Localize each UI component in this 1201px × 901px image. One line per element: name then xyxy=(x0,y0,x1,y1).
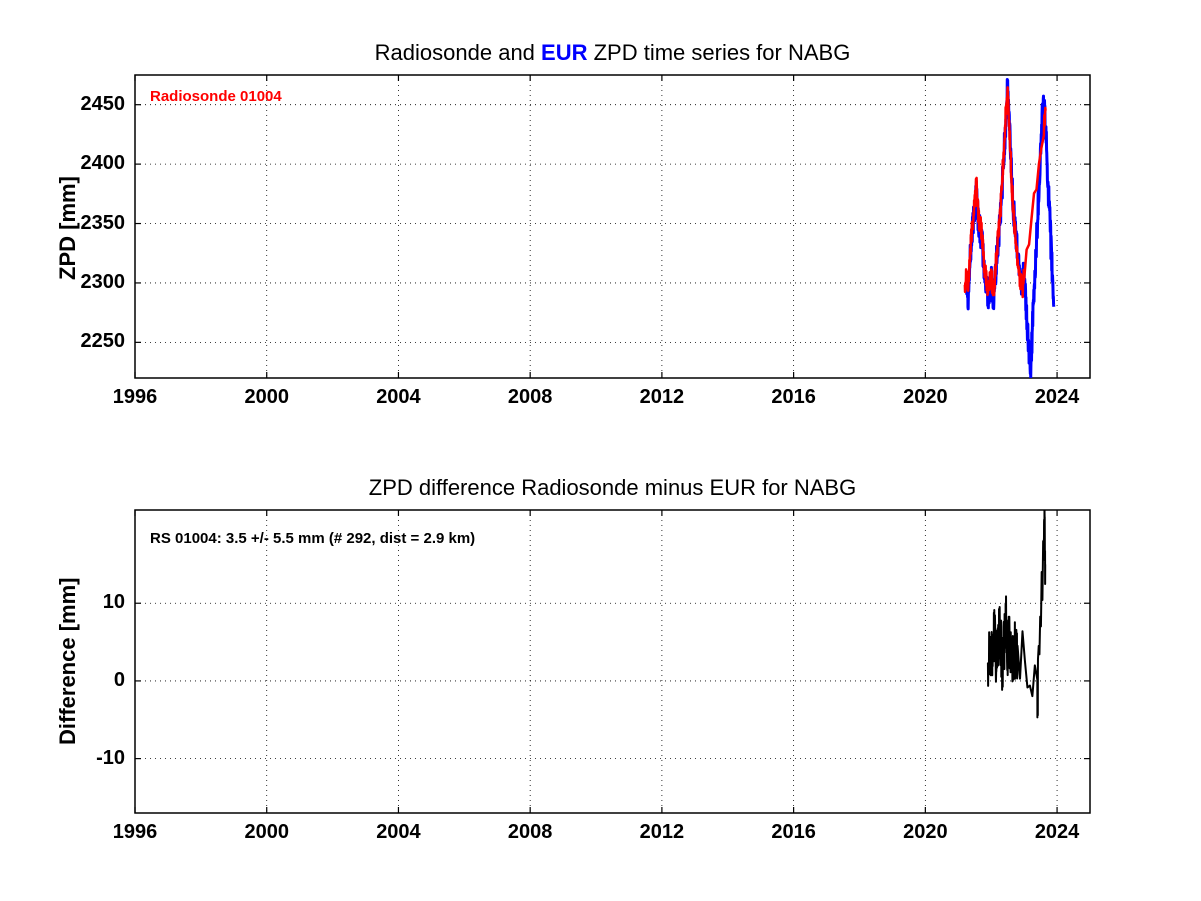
chart1-title-eur: EUR xyxy=(541,40,587,65)
x-tick-label: 2008 xyxy=(500,386,560,409)
y-tick-label: 2300 xyxy=(60,271,125,294)
chart1-title-post: ZPD time series for NABG xyxy=(587,40,850,65)
chart2-title: ZPD difference Radiosonde minus EUR for … xyxy=(135,475,1090,501)
x-tick-label: 2000 xyxy=(237,386,297,409)
x-tick-label: 2024 xyxy=(1027,821,1087,844)
x-tick-label: 2020 xyxy=(895,821,955,844)
y-tick-label: 2250 xyxy=(60,330,125,353)
chart1-legend: Radiosonde 01004 xyxy=(150,88,282,105)
x-tick-label: 1996 xyxy=(105,821,165,844)
y-tick-label: 2450 xyxy=(60,93,125,116)
chart1-title-pre: Radiosonde and xyxy=(375,40,541,65)
y-tick-label: 10 xyxy=(60,591,125,614)
x-tick-label: 1996 xyxy=(105,386,165,409)
x-tick-label: 2008 xyxy=(500,821,560,844)
x-tick-label: 2020 xyxy=(895,386,955,409)
x-tick-label: 2016 xyxy=(764,386,824,409)
x-tick-label: 2004 xyxy=(368,386,428,409)
y-tick-label: -10 xyxy=(60,747,125,770)
x-tick-label: 2016 xyxy=(764,821,824,844)
chart1-title: Radiosonde and EUR ZPD time series for N… xyxy=(135,40,1090,66)
y-tick-label: 2350 xyxy=(60,212,125,235)
y-tick-label: 0 xyxy=(60,669,125,692)
x-tick-label: 2004 xyxy=(368,821,428,844)
x-tick-label: 2012 xyxy=(632,386,692,409)
chart2-legend: RS 01004: 3.5 +/- 5.5 mm (# 292, dist = … xyxy=(150,530,475,547)
x-tick-label: 2024 xyxy=(1027,386,1087,409)
x-tick-label: 2000 xyxy=(237,821,297,844)
y-tick-label: 2400 xyxy=(60,152,125,175)
x-tick-label: 2012 xyxy=(632,821,692,844)
